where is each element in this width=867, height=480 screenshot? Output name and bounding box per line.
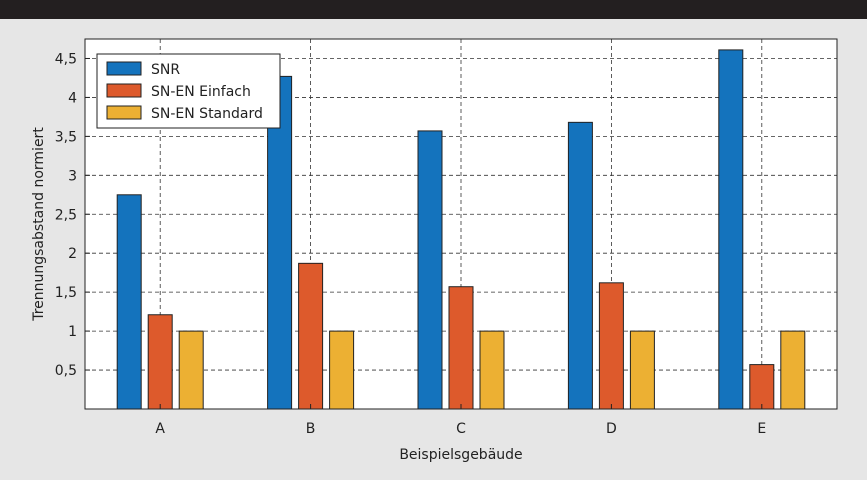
y-tick-label: 1 — [68, 324, 77, 340]
legend-swatch — [106, 83, 142, 98]
bar — [479, 330, 505, 410]
bar — [267, 75, 293, 410]
x-tick-label: C — [456, 421, 466, 437]
y-axis-label: Trennungsabstand normiert — [31, 127, 47, 322]
y-tick-label: 4 — [68, 90, 77, 106]
bar — [178, 330, 204, 410]
bar — [116, 194, 142, 410]
bars — [116, 49, 806, 410]
bar — [567, 121, 593, 410]
y-axis-ticks: 0,5 1 1,5 2 2,5 3 3,5 4 4,5 — [55, 51, 90, 379]
x-axis-ticks: A B C D E — [155, 404, 766, 437]
legend: SNR SN-EN Einfach SN-EN Standard — [96, 53, 281, 129]
x-tick-label: D — [606, 421, 617, 437]
y-tick-label: 1,5 — [55, 285, 77, 301]
bar — [718, 49, 744, 410]
bar — [598, 282, 624, 410]
legend-label: SN-EN Einfach — [151, 84, 251, 100]
bar — [417, 130, 443, 410]
y-tick-label: 3 — [68, 168, 77, 184]
x-axis-label: Beispielsgebäude — [399, 447, 522, 463]
legend-label: SNR — [151, 62, 180, 78]
x-tick-label: B — [306, 421, 316, 437]
legend-swatch — [106, 61, 142, 76]
bar — [780, 330, 806, 410]
top-banner-bar — [0, 0, 867, 19]
bar — [329, 330, 355, 410]
bar — [629, 330, 655, 410]
y-tick-label: 0,5 — [55, 363, 77, 379]
y-tick-label: 2 — [68, 246, 77, 262]
y-tick-label: 2,5 — [55, 207, 77, 223]
legend-swatch — [106, 105, 142, 120]
bar — [448, 286, 474, 410]
bar — [298, 262, 324, 410]
bar — [147, 314, 173, 410]
x-tick-label: A — [155, 421, 165, 437]
y-tick-label: 4,5 — [55, 51, 77, 67]
bar — [749, 364, 775, 410]
y-tick-label: 3,5 — [55, 129, 77, 145]
x-tick-label: E — [757, 421, 766, 437]
legend-label: SN-EN Standard — [151, 106, 263, 122]
